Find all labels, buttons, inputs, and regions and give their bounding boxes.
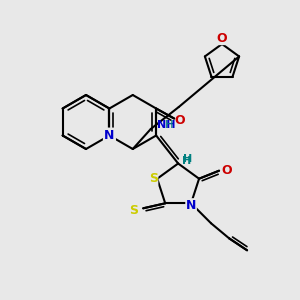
Text: N: N [104,129,115,142]
Text: N: N [104,129,115,142]
Text: O: O [175,114,185,127]
Text: S: S [149,172,158,185]
Text: N: N [186,199,196,212]
Text: H: H [182,154,192,164]
Text: H: H [182,157,191,166]
Text: O: O [222,164,232,177]
Text: H: H [165,120,173,130]
Text: S: S [129,204,138,217]
Text: NH: NH [157,120,175,130]
Text: O: O [217,32,227,44]
